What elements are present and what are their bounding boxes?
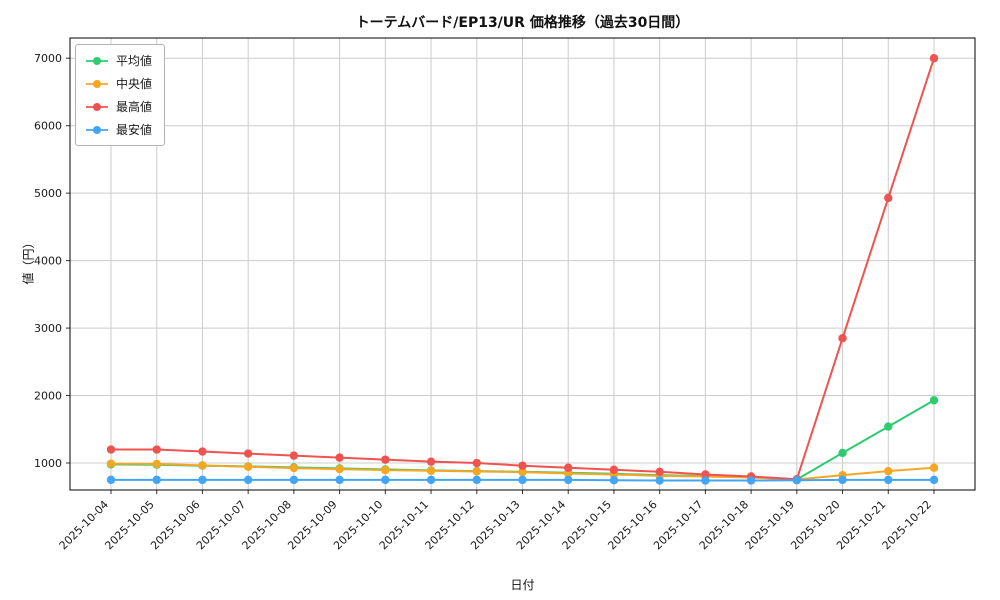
- legend: 平均値 中央値 最高値 最安値: [75, 44, 166, 146]
- data-point-min: [655, 476, 664, 485]
- data-point-median: [243, 462, 253, 471]
- data-point-min: [609, 476, 619, 485]
- data-point-max: [426, 457, 436, 466]
- data-point-median: [381, 465, 390, 475]
- data-point-min: [838, 475, 847, 485]
- data-point-max: [335, 453, 344, 462]
- data-point-median: [289, 463, 299, 473]
- data-point-max: [152, 445, 161, 454]
- data-point-min: [518, 475, 527, 485]
- y-tick-label: 2000: [34, 390, 62, 403]
- data-point-median: [884, 466, 893, 476]
- y-tick-label: 3000: [34, 322, 62, 335]
- data-point-median: [106, 459, 116, 468]
- data-point-min: [426, 475, 436, 485]
- legend-label-median: 中央値: [116, 77, 153, 91]
- data-point-max: [243, 449, 253, 458]
- legend-marker-median: [86, 79, 108, 88]
- data-point-min: [701, 476, 710, 485]
- legend-item-average: 平均値: [85, 52, 152, 69]
- data-point-median: [152, 459, 161, 469]
- data-point-min: [243, 475, 253, 485]
- data-point-max: [518, 461, 527, 470]
- data-point-min: [381, 475, 390, 485]
- y-tick-label: 7000: [34, 52, 62, 65]
- data-point-max: [838, 334, 847, 343]
- legend-label-min: 最安値: [116, 123, 153, 137]
- data-point-max: [655, 467, 664, 476]
- legend-marker-average: [86, 56, 108, 65]
- data-point-median: [518, 467, 527, 477]
- data-point-max: [564, 463, 573, 472]
- y-axis-label: 値（円）: [21, 236, 36, 285]
- legend-item-median: 中央値: [85, 75, 152, 92]
- data-point-max: [701, 470, 710, 479]
- x-axis-label: 日付: [510, 578, 535, 592]
- data-point-min: [792, 476, 802, 485]
- data-point-min: [929, 475, 939, 485]
- data-point-max: [929, 54, 939, 63]
- data-point-max: [106, 445, 116, 454]
- data-point-median: [335, 464, 344, 474]
- data-point-min: [564, 475, 573, 485]
- data-point-min: [198, 475, 207, 485]
- data-point-min: [335, 475, 344, 485]
- data-point-min: [472, 475, 481, 485]
- data-point-average: [929, 396, 939, 405]
- y-tick-label: 4000: [34, 255, 62, 268]
- data-point-min: [746, 476, 756, 485]
- legend-item-max: 最高値: [85, 98, 152, 115]
- chart-title: トーテムバード/EP13/UR 価格推移（過去30日間）: [355, 15, 690, 31]
- data-point-min: [106, 475, 116, 485]
- data-point-median: [198, 461, 207, 470]
- data-point-average: [838, 448, 847, 458]
- data-point-max: [198, 447, 207, 456]
- data-point-max: [381, 455, 390, 464]
- data-point-average: [884, 422, 893, 431]
- data-point-min: [289, 475, 299, 485]
- data-point-min: [884, 475, 893, 485]
- data-point-max: [289, 451, 299, 460]
- y-tick-label: 5000: [34, 187, 62, 200]
- legend-label-max: 最高値: [116, 100, 153, 114]
- data-point-max: [609, 465, 619, 474]
- legend-marker-min: [86, 125, 108, 134]
- data-point-max: [884, 193, 893, 203]
- legend-label-average: 平均値: [116, 54, 153, 68]
- y-tick-label: 6000: [34, 120, 62, 133]
- data-point-median: [426, 466, 436, 475]
- legend-marker-max: [86, 102, 108, 111]
- data-point-min: [152, 475, 161, 485]
- y-tick-label: 1000: [34, 457, 62, 470]
- x-tick-label: 2025-10-22: [880, 498, 934, 552]
- plot-border: [69, 37, 976, 491]
- data-point-median: [929, 463, 939, 472]
- data-point-median: [472, 467, 481, 476]
- legend-item-min: 最安値: [85, 121, 152, 138]
- data-point-max: [472, 458, 481, 468]
